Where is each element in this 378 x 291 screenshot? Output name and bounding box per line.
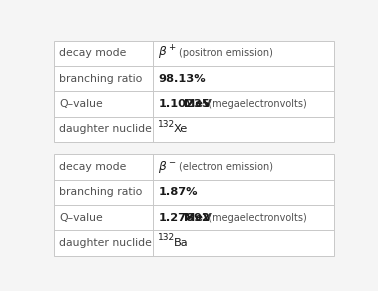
Bar: [54, 40, 334, 142]
Text: decay mode: decay mode: [59, 162, 126, 172]
Text: 1.27892: 1.27892: [158, 213, 210, 223]
Text: 132: 132: [158, 233, 175, 242]
Text: $\mathit{\beta}^-$: $\mathit{\beta}^-$: [158, 159, 177, 175]
Text: (positron emission): (positron emission): [180, 48, 273, 58]
Text: $\mathit{\beta}^+$: $\mathit{\beta}^+$: [158, 44, 177, 62]
Text: (electron emission): (electron emission): [180, 162, 273, 172]
Text: branching ratio: branching ratio: [59, 187, 143, 197]
Bar: [54, 40, 334, 142]
Text: Q–value: Q–value: [59, 213, 103, 223]
Text: 1.10235: 1.10235: [158, 99, 210, 109]
Text: branching ratio: branching ratio: [59, 74, 143, 84]
Text: 1.87%: 1.87%: [158, 187, 198, 197]
Text: (megaelectronvolts): (megaelectronvolts): [202, 213, 307, 223]
Text: Q–value: Q–value: [59, 99, 103, 109]
Text: 132: 132: [158, 120, 175, 129]
Text: daughter nuclide: daughter nuclide: [59, 238, 152, 248]
Text: (megaelectronvolts): (megaelectronvolts): [202, 99, 307, 109]
Text: MeV: MeV: [180, 99, 212, 109]
Bar: [54, 154, 334, 255]
Text: Ba: Ba: [174, 238, 188, 248]
Text: 98.13%: 98.13%: [158, 74, 206, 84]
Text: decay mode: decay mode: [59, 48, 126, 58]
Bar: [54, 154, 334, 255]
Text: daughter nuclide: daughter nuclide: [59, 124, 152, 134]
Text: Xe: Xe: [174, 124, 188, 134]
Text: MeV: MeV: [180, 213, 212, 223]
